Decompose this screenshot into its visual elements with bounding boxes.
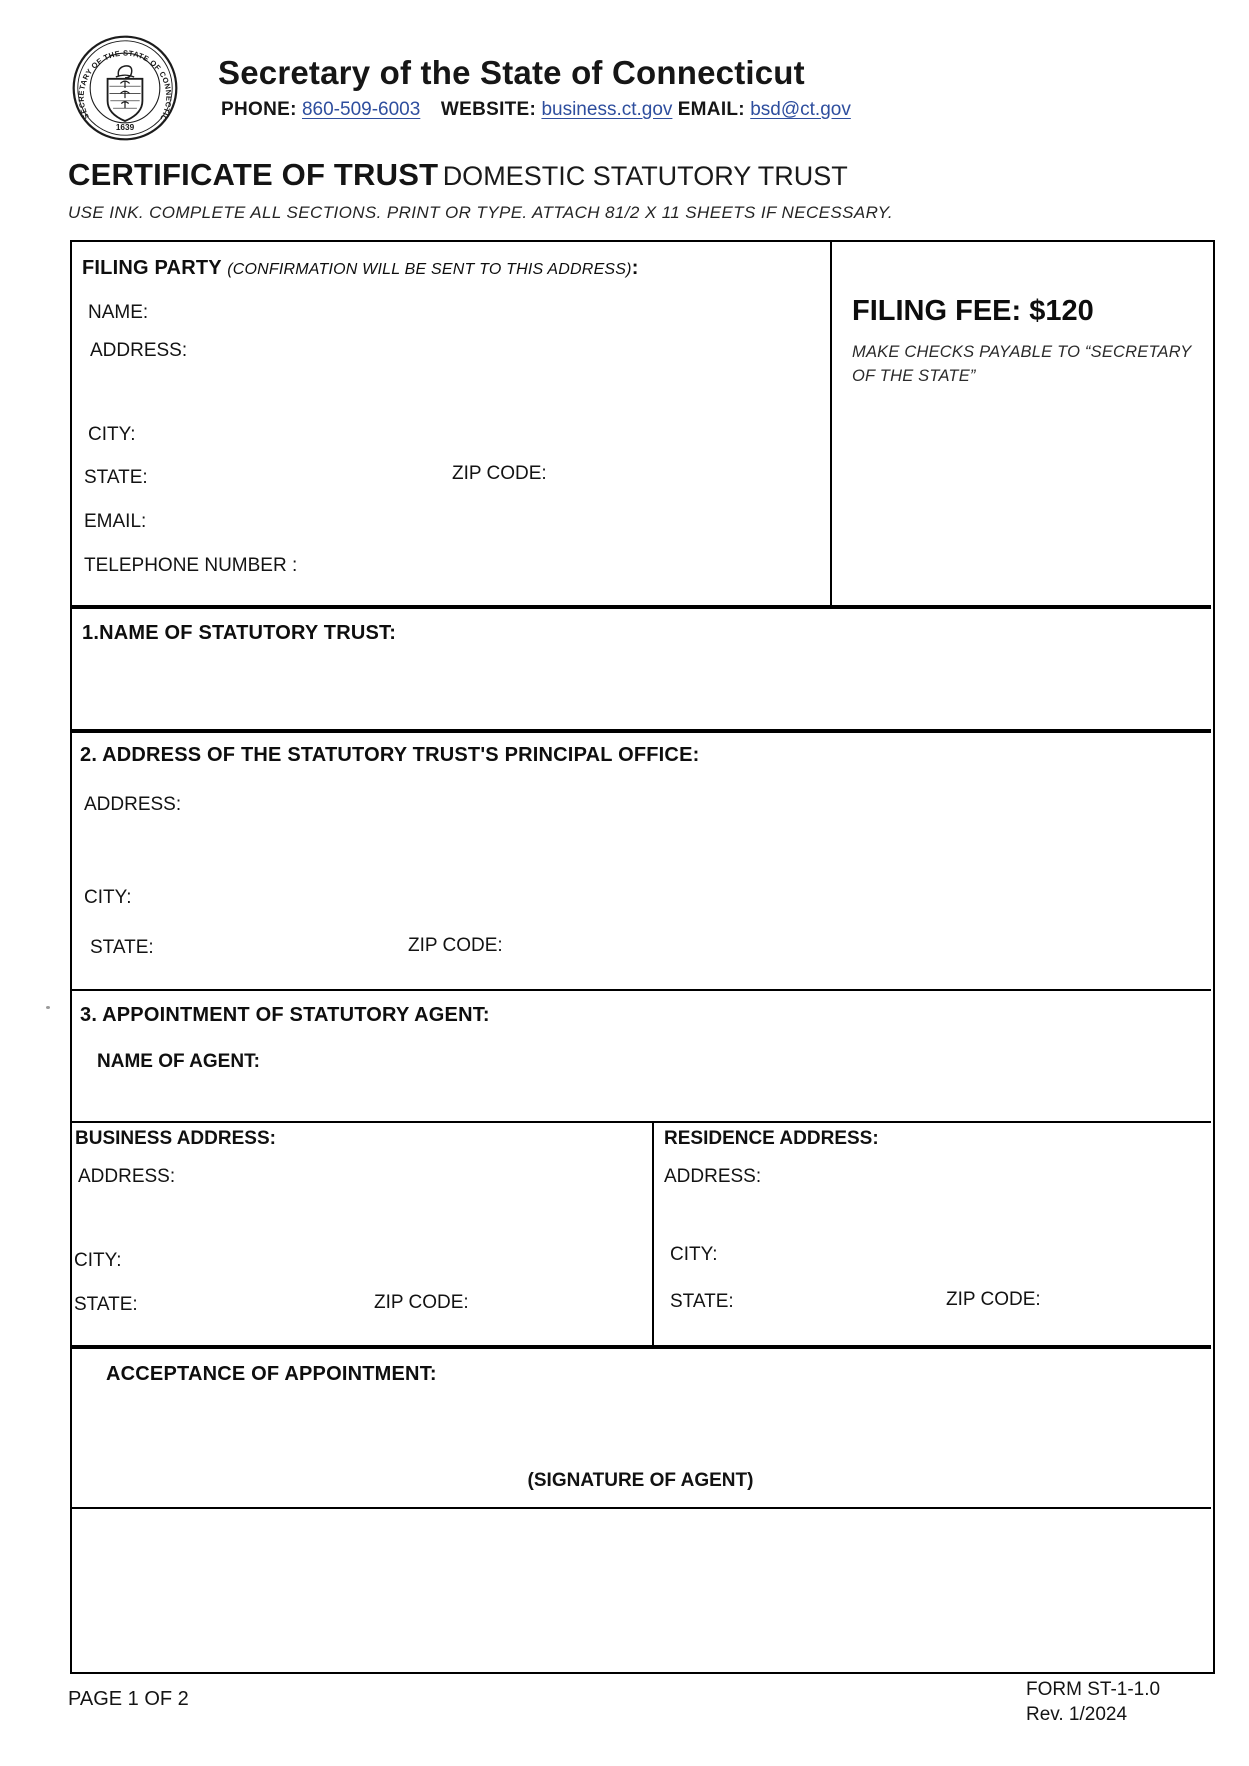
divider-business-residence bbox=[652, 1123, 654, 1345]
state-seal-logo: SECRETARY OF THE STATE OF CONNECTICUT 16… bbox=[67, 33, 178, 141]
divider-filing-fee bbox=[830, 242, 832, 605]
residence-address-heading: RESIDENCE ADDRESS: bbox=[664, 1128, 879, 1149]
section2-zip-label: ZIP CODE: bbox=[408, 935, 503, 956]
filing-party-address-label: ADDRESS: bbox=[90, 340, 188, 361]
filing-party-city-label: CITY: bbox=[88, 424, 136, 445]
website-link[interactable]: business.ct.gov bbox=[541, 99, 673, 120]
business-address-heading: BUSINESS ADDRESS: bbox=[75, 1128, 276, 1149]
business-address-label: ADDRESS: bbox=[78, 1166, 176, 1187]
filing-party-telephone-label: TELEPHONE NUMBER : bbox=[84, 555, 298, 576]
agency-title: Secretary of the State of Connecticut bbox=[218, 54, 805, 91]
filing-party-email-label: EMAIL: bbox=[84, 511, 147, 532]
agency-contact-line: PHONE: 860-509-6003 WEBSITE: business.ct… bbox=[221, 99, 851, 121]
business-zip-label: ZIP CODE: bbox=[374, 1292, 469, 1313]
rule-below-section2 bbox=[70, 989, 1211, 991]
rule-below-acceptance bbox=[70, 1507, 1211, 1509]
phone-label: PHONE: bbox=[221, 99, 297, 120]
residence-state-label: STATE: bbox=[670, 1291, 734, 1312]
document-title: CERTIFICATE OF TRUST DOMESTIC STATUTORY … bbox=[68, 157, 848, 193]
form-instructions: USE INK. COMPLETE ALL SECTIONS. PRINT OR… bbox=[68, 203, 893, 222]
rule-below-agent-addresses bbox=[70, 1345, 1211, 1349]
agent-name-label: NAME OF AGENT: bbox=[97, 1051, 260, 1072]
filing-party-heading-text: FILING PARTY bbox=[82, 257, 222, 279]
filing-fee-heading: FILING FEE: $120 bbox=[852, 295, 1094, 327]
website-label: WEBSITE: bbox=[440, 99, 537, 120]
residence-address-label: ADDRESS: bbox=[664, 1166, 762, 1187]
stray-scan-mark bbox=[46, 1006, 50, 1009]
filing-party-heading: FILING PARTY (CONFIRMATION WILL BE SENT … bbox=[82, 257, 639, 280]
acceptance-heading: ACCEPTANCE OF APPOINTMENT: bbox=[106, 1363, 437, 1385]
residence-city-label: CITY: bbox=[670, 1244, 718, 1265]
phone-link[interactable]: 860-509-6003 bbox=[301, 99, 421, 120]
rule-below-section3 bbox=[70, 1121, 1211, 1123]
document-title-sub: DOMESTIC STATUTORY TRUST bbox=[442, 161, 848, 191]
business-state-label: STATE: bbox=[74, 1294, 138, 1315]
filing-party-state-label: STATE: bbox=[84, 467, 148, 488]
email-label: EMAIL: bbox=[677, 99, 745, 120]
section1-heading: 1.NAME OF STATUTORY TRUST: bbox=[82, 622, 397, 644]
page-indicator: PAGE 1 OF 2 bbox=[68, 1688, 189, 1710]
filing-party-zip-label: ZIP CODE: bbox=[452, 463, 547, 484]
section2-address-label: ADDRESS: bbox=[84, 794, 182, 815]
business-city-label: CITY: bbox=[74, 1250, 122, 1271]
section2-state-label: STATE: bbox=[90, 937, 154, 958]
section2-heading: 2. ADDRESS OF THE STATUTORY TRUST'S PRIN… bbox=[80, 744, 700, 766]
document-title-main: CERTIFICATE OF TRUST bbox=[68, 157, 439, 192]
rule-below-section1 bbox=[70, 729, 1211, 733]
filing-party-name-label: NAME: bbox=[88, 302, 149, 323]
section2-city-label: CITY: bbox=[84, 887, 132, 908]
rule-below-filing-party bbox=[70, 605, 1211, 609]
seal-year: 1639 bbox=[116, 123, 135, 132]
filing-party-heading-note: (CONFIRMATION WILL BE SENT TO THIS ADDRE… bbox=[227, 261, 632, 278]
signature-of-agent-label: (SIGNATURE OF AGENT) bbox=[527, 1470, 754, 1491]
form-body-box bbox=[70, 240, 1215, 1674]
form-number: FORM ST-1-1.0 bbox=[1026, 1679, 1161, 1700]
form-revision: Rev. 1/2024 bbox=[1026, 1704, 1128, 1725]
email-link[interactable]: bsd@ct.gov bbox=[750, 99, 851, 120]
filing-party-heading-colon: : bbox=[631, 257, 639, 279]
filing-fee-note: MAKE CHECKS PAYABLE TO “SECRETARY OF THE… bbox=[852, 343, 1192, 385]
residence-zip-label: ZIP CODE: bbox=[946, 1289, 1041, 1310]
section3-heading: 3. APPOINTMENT OF STATUTORY AGENT: bbox=[80, 1004, 490, 1026]
